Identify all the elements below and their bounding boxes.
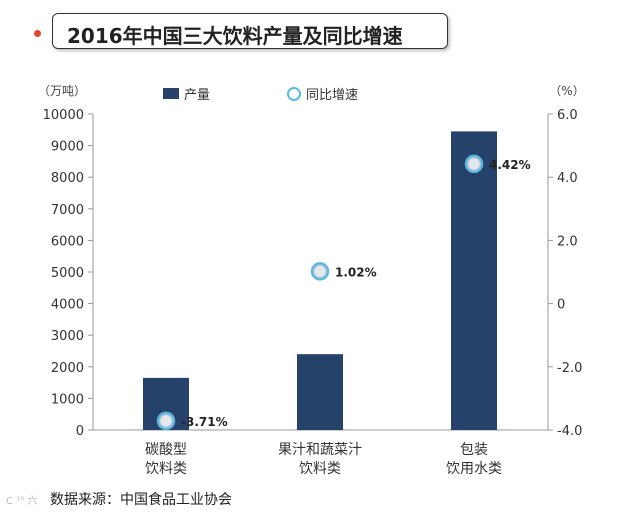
bar <box>451 131 497 430</box>
right-tick-label: 4.0 <box>557 171 578 186</box>
right-tick-label: 2.0 <box>557 234 578 249</box>
left-tick-label: 2000 <box>51 361 84 376</box>
left-tick-label: 6000 <box>51 234 84 249</box>
category-label: 包装 <box>460 442 488 458</box>
category-label: 饮料类 <box>299 461 341 477</box>
legend-marker-swatch <box>287 87 301 101</box>
data-source: 数据来源：中国食品工业协会 <box>50 492 232 508</box>
right-tick-label: 0 <box>557 298 565 313</box>
growth-marker-highlight <box>468 158 480 170</box>
left-tick-label: 4000 <box>51 298 84 313</box>
left-tick-label: 5000 <box>51 266 84 281</box>
category-label: 饮料类 <box>145 461 187 477</box>
left-tick-label: 3000 <box>51 329 84 344</box>
legend-bar-label: 产量 <box>184 88 210 103</box>
right-tick-label: 6.0 <box>557 108 578 123</box>
category-label: 饮用水类 <box>446 461 502 477</box>
growth-data-label: 4.42% <box>489 158 531 172</box>
left-tick-label: 7000 <box>51 203 84 218</box>
right-axis-unit: （%） <box>549 84 584 98</box>
growth-data-label: -3.71% <box>181 415 228 429</box>
left-tick-label: 8000 <box>51 171 84 186</box>
growth-data-label: 1.02% <box>335 265 377 279</box>
legend-marker-label: 同比增速 <box>306 88 358 103</box>
left-tick-label: 10000 <box>43 108 84 123</box>
category-label: 果汁和蔬菜汁 <box>278 442 362 458</box>
left-axis-unit: （万吨） <box>38 84 86 98</box>
title-box: 2016年中国三大饮料产量及同比增速 <box>52 13 448 49</box>
category-label: 碳酸型 <box>145 442 187 458</box>
left-tick-label: 0 <box>76 424 84 439</box>
growth-marker-highlight <box>160 415 172 427</box>
legend-bar-swatch <box>163 88 179 99</box>
right-tick-label: -4.0 <box>557 424 582 439</box>
title-bullet <box>34 30 41 37</box>
chart-title: 2016年中国三大饮料产量及同比增速 <box>67 24 403 48</box>
growth-marker-highlight <box>314 265 326 277</box>
right-tick-label: -2.0 <box>557 361 582 376</box>
left-tick-label: 9000 <box>51 140 84 155</box>
bar <box>297 354 343 430</box>
left-tick-label: 1000 <box>51 392 84 407</box>
watermark: C ¹⁰ 六 <box>6 496 38 507</box>
